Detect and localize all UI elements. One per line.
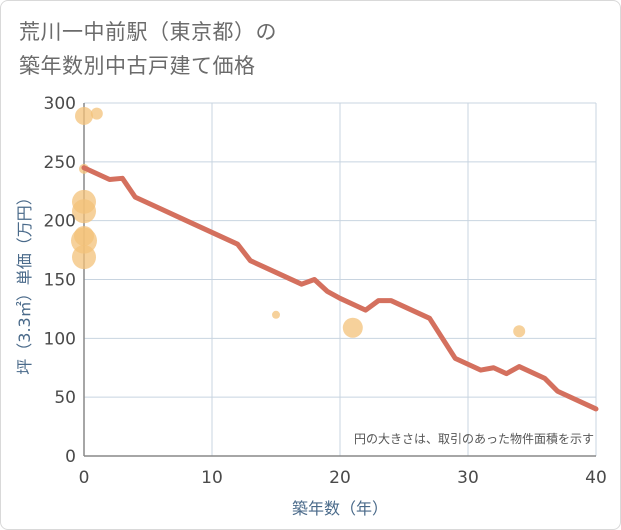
average-price-line [81,165,599,412]
y-tick-label: 100 [44,329,76,349]
average-line-series [81,165,599,412]
y-tick-label: 200 [44,212,76,232]
bubble-point [342,317,363,338]
bubble-series [71,106,526,338]
y-tick-label: 0 [65,447,76,467]
tick-labels: 0 10 20 30 40 0 50 100 150 200 250 300 [44,94,607,488]
y-tick-label: 150 [44,271,76,291]
x-axis-label: 築年数（年） [292,499,388,518]
x-tick-label: 40 [585,468,607,488]
title-line-2: 築年数別中古戸建て価格 [19,54,256,78]
title-line-1: 荒川一中前駅（東京都）の [19,20,277,44]
y-axis-label: 坪（3.3㎡）単価（万円） [15,189,34,374]
bubble-point [72,199,96,224]
y-tick-label: 250 [44,153,76,173]
bubble-point [513,325,526,338]
y-tick-label: 50 [54,388,76,408]
axes [83,103,596,457]
chart-title: 荒川一中前駅（東京都）の 築年数別中古戸建て価格 [19,15,277,83]
x-tick-label: 10 [201,468,223,488]
bubble-point [75,106,93,125]
bubble-point [72,245,96,270]
x-tick-label: 30 [457,468,479,488]
y-tick-label: 300 [44,94,76,114]
x-tick-label: 0 [79,468,90,488]
bubble-point [90,107,103,120]
x-tick-label: 20 [329,468,351,488]
grid [84,102,597,456]
bubble-point [272,310,280,319]
bubble-size-note: 円の大きさは、取引のあった物件面積を示す [354,431,594,446]
